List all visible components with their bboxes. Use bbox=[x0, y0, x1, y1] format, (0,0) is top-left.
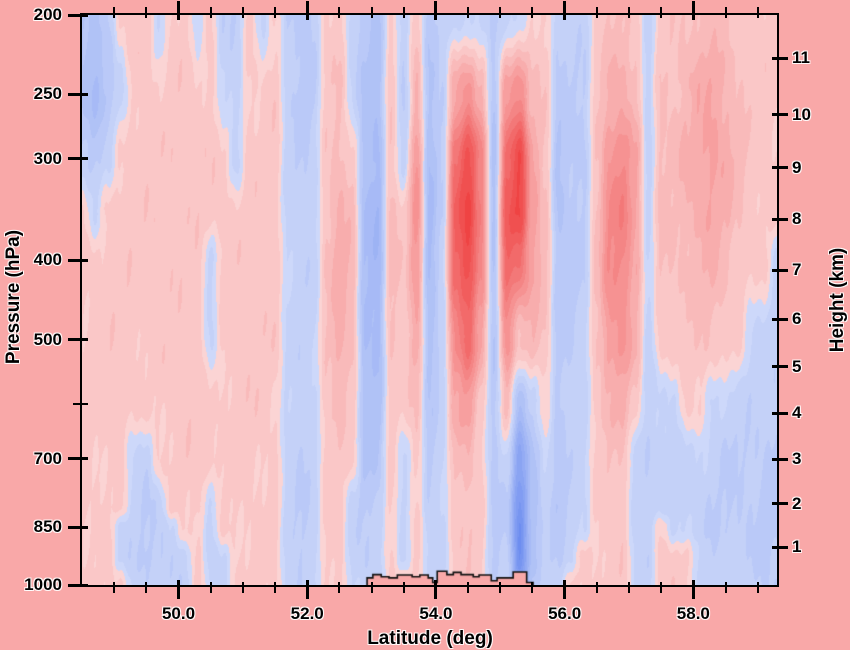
x-minor-tick-top bbox=[370, 7, 373, 18]
y-right-tick bbox=[772, 268, 788, 272]
x-tick-label: 54.0 bbox=[419, 604, 453, 623]
height-tick-label: 10 bbox=[792, 104, 811, 124]
x-minor-tick bbox=[756, 582, 759, 593]
x-tick-label: 56.0 bbox=[548, 604, 582, 623]
x-minor-tick bbox=[274, 582, 277, 593]
height-tick-label: 6 bbox=[792, 309, 802, 329]
pressure-tick-label: 250 bbox=[33, 84, 62, 104]
x-minor-tick bbox=[467, 582, 470, 593]
x-minor-tick bbox=[209, 582, 212, 593]
y-left-major-tick bbox=[68, 92, 88, 96]
height-tick-label: 5 bbox=[792, 356, 802, 376]
x-major-tick bbox=[305, 580, 309, 599]
pressure-tick-label: 400 bbox=[33, 250, 62, 270]
height-tick-label: 11 bbox=[792, 48, 810, 68]
y-right-tick bbox=[772, 166, 788, 170]
x-minor-tick-top bbox=[338, 7, 341, 18]
x-minor-tick bbox=[499, 582, 502, 593]
y-right-tick bbox=[772, 411, 788, 415]
x-minor-tick bbox=[724, 582, 727, 593]
x-minor-tick-top bbox=[627, 7, 630, 18]
pressure-tick-label: 200 bbox=[33, 5, 62, 24]
x-minor-tick-top bbox=[756, 7, 759, 18]
x-minor-tick bbox=[241, 582, 244, 593]
x-minor-tick-top bbox=[274, 7, 277, 18]
pressure-tick-label: 700 bbox=[33, 448, 62, 468]
height-tick-label: 9 bbox=[792, 157, 802, 177]
x-minor-tick-top bbox=[467, 7, 470, 18]
y-right-tick bbox=[772, 457, 788, 461]
y-right-tick bbox=[772, 217, 788, 221]
x-minor-tick bbox=[531, 582, 534, 593]
pressure-tick-label: 500 bbox=[33, 329, 62, 349]
y-right-tick bbox=[772, 365, 788, 369]
x-minor-tick-top bbox=[724, 7, 727, 18]
y-left-major-tick bbox=[68, 258, 88, 262]
x-major-tick bbox=[177, 580, 181, 599]
x-major-tick-top bbox=[563, 1, 567, 20]
x-tick-label: 52.0 bbox=[290, 604, 324, 623]
x-major-tick bbox=[563, 580, 567, 599]
x-minor-tick bbox=[113, 582, 116, 593]
y-right-tick bbox=[772, 113, 788, 117]
y-right-tick bbox=[772, 317, 788, 321]
x-major-tick-top bbox=[434, 1, 438, 20]
height-tick-label: 3 bbox=[792, 449, 802, 469]
x-minor-tick bbox=[627, 582, 630, 593]
latitude-axis-title: Latitude (deg) bbox=[367, 628, 493, 649]
y-left-major-tick bbox=[68, 583, 88, 587]
x-minor-tick-top bbox=[660, 7, 663, 18]
height-axis-title: Height (km) bbox=[827, 247, 848, 353]
x-minor-tick-top bbox=[531, 7, 534, 18]
x-minor-tick bbox=[595, 582, 598, 593]
y-left-major-tick bbox=[68, 525, 88, 529]
x-major-tick bbox=[434, 580, 438, 599]
x-minor-tick-top bbox=[241, 7, 244, 18]
height-tick-label: 7 bbox=[792, 260, 802, 280]
x-minor-tick-top bbox=[402, 7, 405, 18]
y-left-minor-tick bbox=[73, 403, 88, 406]
y-left-major-tick bbox=[68, 338, 88, 341]
pressure-tick-label: 850 bbox=[33, 517, 62, 537]
x-minor-tick-top bbox=[113, 7, 116, 18]
x-minor-tick-top bbox=[595, 7, 598, 18]
height-tick-label: 1 bbox=[792, 537, 802, 557]
x-minor-tick bbox=[402, 582, 405, 593]
x-minor-tick bbox=[370, 582, 373, 593]
y-right-tick bbox=[772, 56, 788, 60]
y-right-tick bbox=[772, 545, 788, 549]
x-tick-label: 50.0 bbox=[161, 604, 196, 623]
y-left-major-tick bbox=[68, 457, 88, 461]
height-tick-label: 4 bbox=[792, 403, 802, 423]
y-left-major-tick bbox=[68, 13, 88, 17]
pressure-tick-label: 300 bbox=[33, 148, 62, 168]
x-minor-tick bbox=[660, 582, 663, 593]
x-major-tick-top bbox=[305, 1, 309, 20]
x-major-tick bbox=[691, 580, 695, 599]
height-tick-label: 8 bbox=[792, 209, 802, 229]
contour-field-canvas bbox=[82, 15, 777, 585]
x-tick-label: 58.0 bbox=[676, 604, 710, 623]
x-minor-tick bbox=[145, 582, 148, 593]
x-minor-tick-top bbox=[499, 7, 502, 18]
height-tick-label: 2 bbox=[792, 493, 802, 513]
x-minor-tick-top bbox=[145, 7, 148, 18]
x-major-tick-top bbox=[691, 1, 695, 20]
pressure-axis-title: Pressure (hPa) bbox=[3, 229, 24, 365]
y-left-major-tick bbox=[68, 157, 88, 161]
x-major-tick-top bbox=[177, 1, 181, 20]
pressure-tick-label: 1000 bbox=[24, 575, 62, 594]
x-minor-tick bbox=[338, 582, 341, 593]
x-minor-tick-top bbox=[209, 7, 212, 18]
y-right-tick bbox=[772, 502, 788, 506]
